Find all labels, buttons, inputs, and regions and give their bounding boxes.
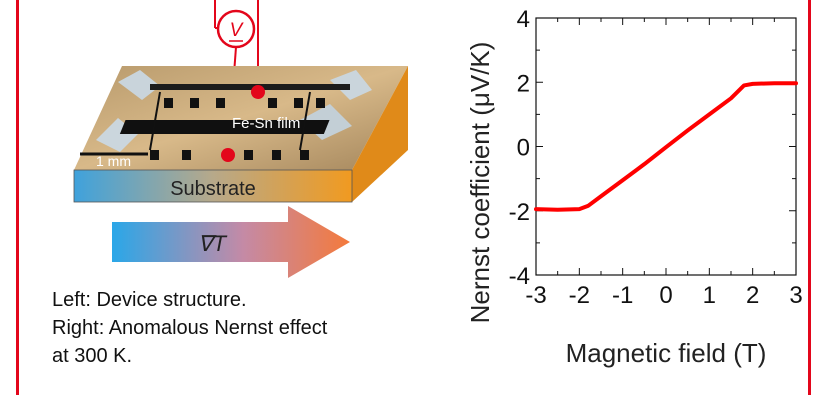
y-tick-label: 2 <box>517 70 530 97</box>
film-label: Fe-Sn film <box>232 115 300 132</box>
voltmeter-icon <box>216 9 256 49</box>
y-tick-label: -2 <box>509 199 530 226</box>
series-line <box>534 81 798 212</box>
substrate-block <box>73 66 408 203</box>
caption-line-3: at 300 K. <box>52 345 133 367</box>
x-tick-label: 1 <box>703 282 716 309</box>
x-axis-label: Magnetic field (T) <box>566 338 767 368</box>
nernst-chart: -3 -2 -1 0 1 2 3 -4 -2 0 2 4 Magnetic field (T) Nerns… <box>465 6 803 368</box>
voltmeter-label: V <box>230 20 245 41</box>
caption-line-2: Right: Anomalous Nernst effect <box>52 317 328 339</box>
substrate-label: Substrate <box>170 178 256 200</box>
probe-contact-bottom <box>221 148 235 162</box>
y-axis-label: Nernst coefficient (μV/K) <box>465 42 495 324</box>
caption-line-1: Left: Device structure. <box>52 289 247 311</box>
temperature-gradient-arrow <box>112 206 350 278</box>
frame-border-right <box>808 0 811 395</box>
x-tick-label: 3 <box>789 282 802 309</box>
y-tick-label: -4 <box>509 263 530 290</box>
x-tick-label: 2 <box>746 282 759 309</box>
scale-label: 1 mm <box>96 153 131 169</box>
x-tick-label: -2 <box>569 282 590 309</box>
x-tick-label: 0 <box>659 282 672 309</box>
frame-border-left <box>16 0 19 395</box>
probe-contact-top <box>251 85 265 99</box>
device-structure-illustration: 1 mm Fe-Sn film V Substrate ∇T <box>73 0 408 278</box>
y-tick-label: 4 <box>517 6 530 33</box>
figure-caption: Left: Device structure. Right: Anomalous… <box>52 286 452 370</box>
device-surface <box>96 70 372 160</box>
x-tick-label: -3 <box>525 282 546 309</box>
x-tick-label: -1 <box>612 282 633 309</box>
y-tick-label: 0 <box>517 135 530 162</box>
gradient-label: ∇T <box>198 231 228 256</box>
